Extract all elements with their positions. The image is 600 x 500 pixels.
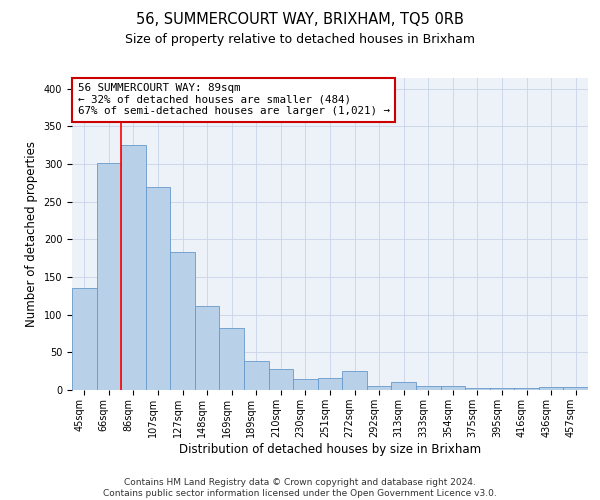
Bar [391, 382, 416, 390]
Text: 56, SUMMERCOURT WAY, BRIXHAM, TQ5 0RB: 56, SUMMERCOURT WAY, BRIXHAM, TQ5 0RB [136, 12, 464, 28]
Bar [269, 369, 293, 390]
Text: Contains HM Land Registry data © Crown copyright and database right 2024.
Contai: Contains HM Land Registry data © Crown c… [103, 478, 497, 498]
Text: 56 SUMMERCOURT WAY: 89sqm
← 32% of detached houses are smaller (484)
67% of semi: 56 SUMMERCOURT WAY: 89sqm ← 32% of detac… [77, 83, 389, 116]
Bar [220, 328, 244, 390]
Bar [490, 388, 514, 390]
X-axis label: Distribution of detached houses by size in Brixham: Distribution of detached houses by size … [179, 442, 481, 456]
Bar [539, 387, 563, 390]
Bar [244, 362, 269, 390]
Bar [367, 386, 391, 390]
Bar [440, 386, 465, 390]
Bar [72, 288, 97, 390]
Bar [465, 388, 490, 390]
Text: Size of property relative to detached houses in Brixham: Size of property relative to detached ho… [125, 32, 475, 46]
Bar [293, 378, 318, 390]
Bar [195, 306, 220, 390]
Bar [97, 162, 121, 390]
Bar [514, 388, 539, 390]
Bar [318, 378, 342, 390]
Bar [121, 146, 146, 390]
Bar [146, 186, 170, 390]
Bar [416, 386, 440, 390]
Y-axis label: Number of detached properties: Number of detached properties [25, 141, 38, 327]
Bar [563, 387, 588, 390]
Bar [170, 252, 195, 390]
Bar [342, 371, 367, 390]
